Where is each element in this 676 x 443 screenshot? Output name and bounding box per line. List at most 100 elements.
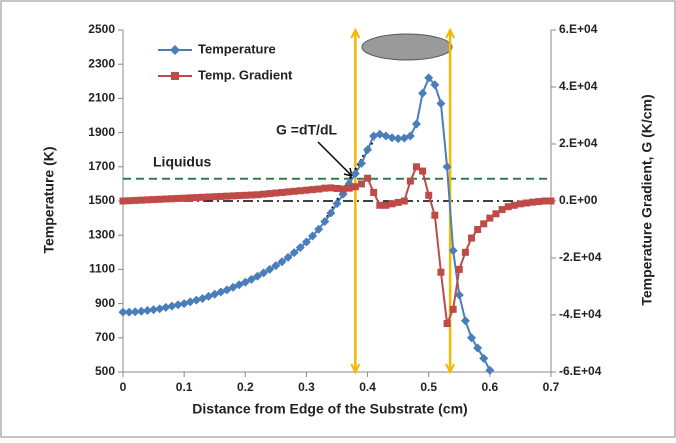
- data-point: [321, 184, 329, 192]
- y-tick-label: 1500: [88, 193, 115, 207]
- data-point: [118, 307, 128, 317]
- data-point: [510, 201, 518, 209]
- data-point: [290, 187, 298, 195]
- data-point: [246, 274, 256, 284]
- data-point: [430, 80, 440, 90]
- y2-tick-label: -6.E+04: [559, 364, 602, 378]
- data-point: [431, 211, 439, 219]
- data-point: [523, 199, 531, 207]
- data-point: [442, 162, 452, 172]
- data-point: [247, 191, 255, 199]
- data-point: [253, 271, 263, 281]
- y-tick-label: 500: [95, 364, 115, 378]
- data-point: [498, 206, 506, 214]
- x-tick-label: 0.5: [420, 380, 437, 394]
- melt-pool-image: [361, 33, 453, 61]
- data-point: [339, 185, 347, 193]
- data-point: [388, 200, 396, 208]
- data-point: [284, 188, 292, 196]
- data-point: [333, 184, 341, 192]
- data-point: [283, 252, 293, 262]
- data-point: [308, 231, 318, 241]
- data-point: [412, 163, 420, 171]
- data-point: [125, 197, 133, 205]
- data-point: [124, 307, 134, 317]
- data-point: [260, 190, 268, 198]
- x-tick-label: 0.3: [298, 380, 315, 394]
- legend-label: Temperature: [198, 41, 276, 56]
- data-point: [454, 290, 464, 300]
- data-point: [155, 304, 165, 314]
- data-point: [271, 261, 281, 271]
- y-tick-label: 1300: [88, 227, 115, 241]
- y2-axis-title: Temperature Gradient, G (K/cm): [639, 94, 655, 305]
- data-point: [240, 277, 250, 287]
- data-point: [192, 194, 200, 202]
- data-point: [295, 243, 305, 253]
- data-point: [180, 194, 188, 202]
- legend-label: Temp. Gradient: [198, 67, 293, 82]
- data-point: [394, 198, 402, 206]
- data-point: [516, 200, 524, 208]
- data-point: [364, 174, 372, 182]
- tangent-line: [323, 138, 375, 223]
- data-point: [320, 217, 330, 227]
- data-point: [186, 194, 194, 202]
- data-point: [345, 184, 353, 192]
- data-point: [535, 198, 543, 206]
- data-point: [468, 234, 476, 242]
- data-point: [418, 88, 428, 98]
- data-point: [266, 190, 274, 198]
- data-point: [460, 316, 470, 326]
- data-point: [455, 265, 463, 273]
- x-tick-label: 0.7: [543, 380, 560, 394]
- data-point: [259, 268, 269, 278]
- data-point: [254, 191, 262, 199]
- data-point: [167, 301, 177, 311]
- data-point: [277, 257, 287, 267]
- data-point: [315, 185, 323, 193]
- data-point: [314, 224, 324, 234]
- data-point: [547, 197, 555, 205]
- y2-tick-label: -4.E+04: [559, 307, 602, 321]
- data-point: [356, 158, 366, 168]
- data-point: [326, 208, 336, 218]
- data-point: [376, 201, 384, 209]
- x-tick-label: 0: [120, 380, 127, 394]
- data-point: [265, 264, 275, 274]
- data-point: [136, 306, 146, 316]
- y2-tick-label: 4.E+04: [559, 79, 598, 93]
- data-point: [448, 246, 458, 256]
- data-point: [485, 365, 495, 375]
- legend-marker: [170, 45, 180, 55]
- data-point: [168, 195, 176, 203]
- data-point: [436, 99, 446, 109]
- data-point: [382, 201, 390, 209]
- y2-tick-label: 6.E+04: [559, 22, 598, 36]
- data-point: [174, 194, 182, 202]
- data-point: [351, 183, 359, 191]
- data-point: [137, 196, 145, 204]
- data-point: [131, 196, 139, 204]
- data-point: [479, 353, 489, 363]
- data-point: [161, 302, 171, 312]
- tangent-label: G =dT/dL: [276, 122, 338, 138]
- data-point: [419, 167, 427, 175]
- y-tick-label: 2100: [88, 91, 115, 105]
- data-point: [143, 196, 151, 204]
- data-point: [363, 145, 373, 155]
- data-point: [235, 192, 243, 200]
- data-point: [357, 180, 365, 188]
- data-point: [272, 189, 280, 197]
- tangent-arrow: [317, 141, 353, 177]
- x-tick-label: 0.6: [482, 380, 499, 394]
- legend-marker: [171, 72, 179, 80]
- data-point: [150, 196, 158, 204]
- data-point: [301, 237, 311, 247]
- data-point: [149, 305, 159, 315]
- data-point: [302, 186, 310, 194]
- data-point: [142, 305, 152, 315]
- data-point: [223, 192, 231, 200]
